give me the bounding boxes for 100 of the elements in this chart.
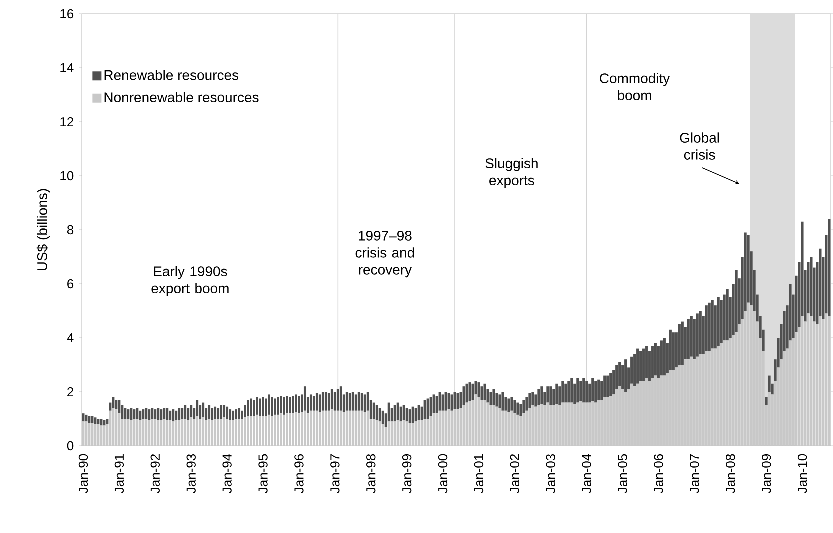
x-tick-label: Jan-99 xyxy=(402,454,412,494)
bar xyxy=(528,408,532,446)
bar xyxy=(133,410,136,419)
bar xyxy=(508,412,510,446)
bar xyxy=(729,338,732,446)
bar xyxy=(708,352,711,446)
bar xyxy=(294,412,298,446)
bar xyxy=(672,370,675,446)
x-tick-label: Jan-01 xyxy=(474,454,484,494)
bar xyxy=(145,419,148,446)
bar xyxy=(420,420,424,446)
bar xyxy=(157,408,160,420)
bar xyxy=(151,408,154,419)
bar xyxy=(235,410,238,419)
y-tick-label: 4 xyxy=(67,334,74,342)
bar xyxy=(522,414,526,446)
bar xyxy=(726,340,729,446)
bar xyxy=(442,410,444,446)
bar xyxy=(217,408,220,419)
bar xyxy=(160,420,163,446)
bar xyxy=(690,356,693,446)
bar xyxy=(678,324,681,365)
bar xyxy=(318,412,322,446)
bar xyxy=(580,381,582,402)
bar xyxy=(678,365,681,446)
bar xyxy=(232,410,235,420)
y-tick-label: 14 xyxy=(60,64,74,72)
bar xyxy=(582,402,586,446)
bar xyxy=(660,340,663,376)
bar xyxy=(334,392,336,411)
bar xyxy=(274,398,276,415)
bar xyxy=(516,414,520,446)
bar xyxy=(432,394,436,414)
bar xyxy=(684,360,687,446)
bar xyxy=(414,422,418,446)
bar xyxy=(205,420,208,446)
bar xyxy=(426,419,430,446)
bar xyxy=(438,392,442,411)
bar xyxy=(163,419,166,446)
bar xyxy=(598,380,600,400)
bar xyxy=(438,410,442,446)
bar xyxy=(669,370,672,446)
bar xyxy=(681,322,684,365)
bar xyxy=(618,362,622,387)
bar xyxy=(424,400,426,419)
bar xyxy=(211,408,214,420)
bar xyxy=(322,410,324,446)
bar xyxy=(550,386,552,406)
bar xyxy=(268,414,270,446)
x-tick-label: Jan-98 xyxy=(366,454,376,494)
bar xyxy=(268,394,270,415)
x-tick-label: Jan-07 xyxy=(690,454,700,494)
bar xyxy=(568,381,570,403)
bar xyxy=(133,419,136,446)
bar xyxy=(145,408,148,419)
bar xyxy=(402,420,406,446)
bar xyxy=(714,348,717,446)
bar xyxy=(412,423,414,446)
bar xyxy=(664,376,666,446)
bar xyxy=(348,410,352,446)
bar xyxy=(360,410,364,446)
bar xyxy=(127,410,130,419)
bar xyxy=(424,419,426,446)
bar xyxy=(508,398,510,412)
bar xyxy=(112,408,115,446)
bar xyxy=(550,406,552,446)
bar xyxy=(229,420,232,446)
bar xyxy=(480,400,484,446)
bar xyxy=(675,368,678,446)
bar xyxy=(288,397,292,414)
bar xyxy=(640,381,642,446)
bar xyxy=(520,416,522,446)
y-tick-label: 12 xyxy=(60,117,74,127)
bar xyxy=(217,419,220,446)
bar xyxy=(484,400,486,446)
bar xyxy=(112,397,115,408)
bar xyxy=(324,410,328,446)
bar xyxy=(292,414,294,446)
bar xyxy=(103,426,106,446)
bar xyxy=(394,422,396,446)
bar xyxy=(271,416,274,446)
bar xyxy=(414,408,418,422)
annotation: Global crisis xyxy=(680,132,720,160)
bar xyxy=(139,420,142,446)
bar xyxy=(496,406,498,446)
bar xyxy=(588,402,592,446)
bar xyxy=(426,398,430,419)
bar xyxy=(294,394,298,412)
bar xyxy=(586,381,588,403)
bar xyxy=(346,392,348,411)
bar xyxy=(223,406,226,418)
bar xyxy=(109,410,112,446)
x-tick-label: Jan-02 xyxy=(510,454,520,494)
bar xyxy=(618,386,622,446)
bar xyxy=(538,406,540,446)
bar xyxy=(402,406,406,420)
bar xyxy=(540,386,544,404)
bar xyxy=(316,410,318,446)
bar xyxy=(160,410,163,420)
bar xyxy=(696,356,699,446)
